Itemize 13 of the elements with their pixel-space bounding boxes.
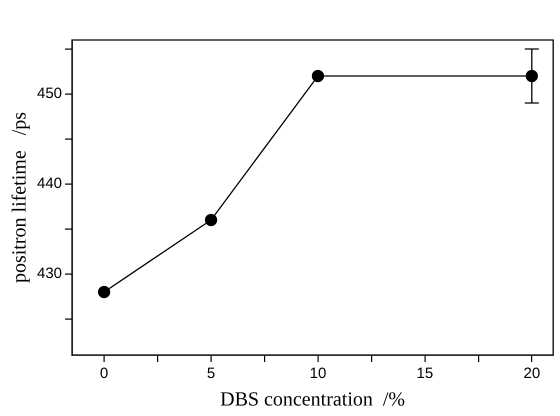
- x-tick-label: 20: [523, 365, 540, 382]
- y-axis-title: positron lifetime /ps: [8, 112, 30, 284]
- x-tick-label: 10: [310, 365, 326, 382]
- x-tick-label: 5: [206, 365, 216, 382]
- point: [204, 214, 218, 226]
- y-tick-label: 430: [36, 265, 62, 282]
- y-tick-label: 450: [36, 85, 62, 102]
- x-axis-title: DBS concentration /%: [220, 388, 406, 410]
- point: [312, 70, 324, 82]
- y-tick-label: 440: [36, 175, 62, 192]
- x-tick-label: 0: [100, 365, 108, 382]
- point: [98, 286, 110, 298]
- x-tick-label: 15: [416, 365, 434, 382]
